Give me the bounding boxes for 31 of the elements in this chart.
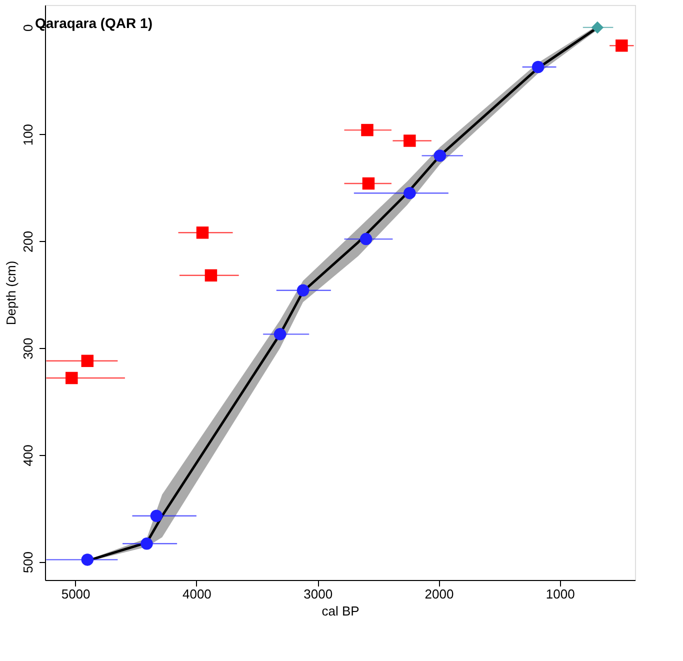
point bbox=[404, 186, 416, 200]
x-tick-label: 2000 bbox=[424, 586, 454, 602]
point bbox=[274, 328, 286, 340]
y-axis-title: Depth (cm) bbox=[4, 260, 18, 326]
y-tick-label: 400 bbox=[20, 444, 36, 466]
y-tick-label: 200 bbox=[20, 230, 36, 253]
point bbox=[616, 39, 628, 52]
point bbox=[532, 60, 544, 74]
point bbox=[361, 124, 374, 136]
point bbox=[140, 538, 153, 550]
point bbox=[196, 226, 209, 239]
point bbox=[296, 284, 310, 296]
point bbox=[362, 177, 375, 190]
point bbox=[591, 21, 604, 34]
x-axis-title: cal BP bbox=[322, 604, 360, 618]
x-tick-label: 3000 bbox=[304, 586, 333, 602]
point bbox=[81, 554, 94, 566]
point bbox=[360, 232, 372, 246]
y-tick-label: 500 bbox=[20, 551, 36, 574]
point bbox=[66, 372, 78, 384]
point bbox=[404, 134, 416, 147]
y-tick-label: 0 bbox=[20, 24, 36, 32]
point bbox=[204, 269, 218, 282]
y-tick-label: 100 bbox=[20, 124, 36, 146]
x-tick-label: 4000 bbox=[182, 586, 212, 602]
y-tick-label: 300 bbox=[20, 338, 36, 360]
x-tick-label: 1000 bbox=[546, 586, 575, 602]
point bbox=[150, 510, 163, 522]
point bbox=[81, 354, 94, 368]
x-tick-label: 5000 bbox=[61, 586, 90, 602]
point bbox=[434, 150, 446, 162]
